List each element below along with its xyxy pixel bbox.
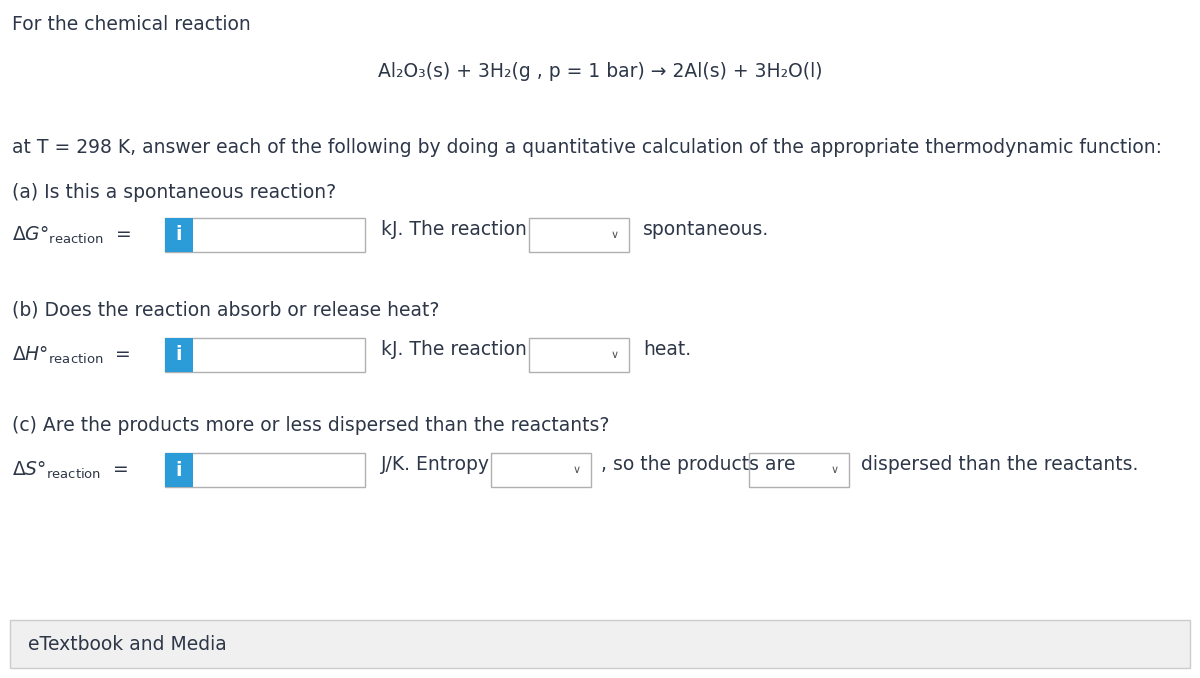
Text: For the chemical reaction: For the chemical reaction [12,15,251,34]
FancyBboxPatch shape [166,338,193,372]
Text: kJ. The reaction: kJ. The reaction [382,220,527,239]
Text: $\Delta G°_{\mathrm{reaction}}$  =: $\Delta G°_{\mathrm{reaction}}$ = [12,224,131,245]
Text: (c) Are the products more or less dispersed than the reactants?: (c) Are the products more or less disper… [12,416,610,435]
Text: dispersed than the reactants.: dispersed than the reactants. [862,455,1139,474]
Text: ∨: ∨ [611,230,619,240]
Text: (a) Is this a spontaneous reaction?: (a) Is this a spontaneous reaction? [12,183,336,202]
FancyBboxPatch shape [749,453,850,487]
FancyBboxPatch shape [529,338,629,372]
Text: ∨: ∨ [572,465,581,475]
Text: at T = 298 K, answer each of the following by doing a quantitative calculation o: at T = 298 K, answer each of the followi… [12,138,1162,157]
Text: , so the products are: , so the products are [601,455,796,474]
FancyBboxPatch shape [166,218,193,252]
FancyBboxPatch shape [166,453,193,487]
Text: i: i [175,346,182,365]
FancyBboxPatch shape [166,218,365,252]
FancyBboxPatch shape [166,453,365,487]
FancyBboxPatch shape [10,620,1190,668]
FancyBboxPatch shape [166,338,365,372]
Text: $\Delta S°_{\mathrm{reaction}}$  =: $\Delta S°_{\mathrm{reaction}}$ = [12,460,128,481]
FancyBboxPatch shape [529,218,629,252]
Text: ∨: ∨ [611,350,619,360]
Text: ∨: ∨ [830,465,839,475]
Text: i: i [175,226,182,245]
Text: kJ. The reaction: kJ. The reaction [382,340,527,359]
Text: $\Delta H°_{\mathrm{reaction}}$  =: $\Delta H°_{\mathrm{reaction}}$ = [12,344,131,365]
Text: i: i [175,460,182,479]
Text: J/K. Entropy: J/K. Entropy [382,455,490,474]
Text: spontaneous.: spontaneous. [643,220,769,239]
Text: eTextbook and Media: eTextbook and Media [28,635,227,654]
Text: Al₂O₃(s) + 3H₂(g , p = 1 bar) → 2Al(s) + 3H₂O(l): Al₂O₃(s) + 3H₂(g , p = 1 bar) → 2Al(s) +… [378,62,822,81]
FancyBboxPatch shape [491,453,592,487]
Text: (b) Does the reaction absorb or release heat?: (b) Does the reaction absorb or release … [12,300,439,319]
Text: heat.: heat. [643,340,691,359]
